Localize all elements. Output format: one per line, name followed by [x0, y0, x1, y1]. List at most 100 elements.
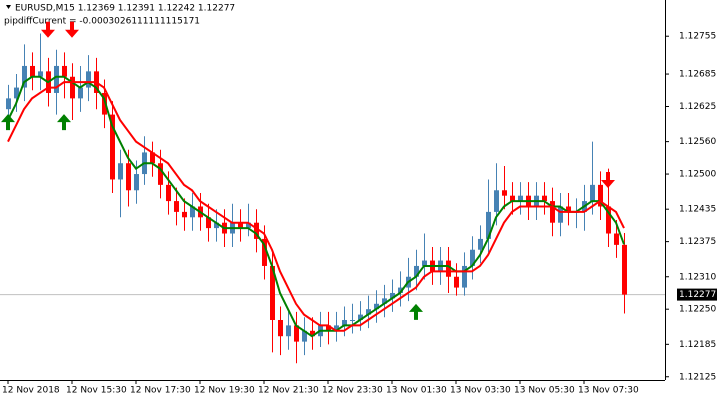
candle-body — [470, 249, 475, 266]
candle-body — [446, 260, 451, 277]
candle-body — [62, 65, 67, 77]
candle-body — [14, 87, 19, 99]
y-tick-label: 1.12250 — [679, 305, 716, 315]
up-arrow — [1, 114, 15, 131]
candle-body — [174, 201, 179, 212]
candle-body — [478, 238, 483, 250]
candle-body — [334, 325, 339, 331]
candle-body — [54, 65, 59, 93]
candle-body — [30, 65, 35, 77]
symbol-icon — [6, 5, 11, 9]
candle-body — [558, 206, 563, 223]
ma-line — [7, 81, 625, 332]
candle-body — [462, 265, 467, 288]
candle-body — [342, 320, 347, 326]
candle-body — [238, 222, 243, 229]
candle-body — [598, 184, 603, 207]
y-tick-label: 1.12125 — [679, 372, 716, 382]
candle-body — [398, 287, 403, 293]
candle-body — [310, 330, 315, 337]
candle-body — [254, 222, 259, 239]
candle-body — [38, 71, 43, 77]
x-tick-label: 13 Nov 05:30 — [514, 386, 575, 396]
x-tick-label: 12 Nov 2018 — [2, 386, 60, 396]
candle-body — [510, 195, 515, 202]
y-tick-label: 1.12755 — [679, 32, 716, 42]
candle-body — [118, 163, 123, 180]
chart-subtitle: pipdiffCurrent = -0.0003026111111115171 — [4, 17, 200, 27]
x-tick-label: 12 Nov 21:30 — [258, 386, 319, 396]
x-tick-label: 13 Nov 07:30 — [578, 386, 639, 396]
candle-body — [382, 298, 387, 304]
candle-body — [542, 195, 547, 202]
candle-body — [502, 190, 507, 196]
y-tick-label: 1.12500 — [679, 170, 716, 180]
y-tick-label: 1.12560 — [679, 137, 716, 147]
candle-body — [590, 184, 595, 202]
candle-body — [606, 206, 611, 234]
candle-body — [374, 303, 379, 310]
candle-body — [262, 238, 267, 266]
candle-body — [190, 206, 195, 218]
candle-body — [414, 265, 419, 277]
x-tick-label: 12 Nov 15:30 — [66, 386, 127, 396]
candle-body — [206, 217, 211, 229]
candle-body — [286, 325, 291, 337]
candle-body — [454, 276, 459, 288]
candle-body — [486, 211, 491, 239]
candle-body — [102, 92, 107, 115]
up-arrow — [57, 114, 71, 131]
down-arrow — [41, 21, 55, 38]
current-price-box — [677, 288, 717, 301]
candle-body — [302, 330, 307, 342]
y-tick-label: 1.12685 — [679, 70, 716, 80]
candle-body — [134, 174, 139, 191]
y-tick-label: 1.12435 — [679, 205, 716, 215]
candle-body — [246, 222, 251, 229]
candle-body — [6, 98, 11, 110]
y-tick-label: 1.12185 — [679, 340, 716, 350]
chart-title: EURUSD,M15 1.12369 1.12391 1.12242 1.122… — [15, 4, 235, 14]
candle-body — [150, 152, 155, 164]
x-tick-label: 13 Nov 03:30 — [450, 386, 511, 396]
down-arrow — [65, 21, 79, 38]
candle-body — [270, 265, 275, 320]
candle-body — [422, 260, 427, 266]
candle-body — [358, 314, 363, 320]
ma-line — [7, 75, 625, 338]
candle-body — [110, 114, 115, 180]
current-price-label: 1.12277 — [679, 290, 716, 300]
candle-body — [622, 244, 627, 295]
candle-body — [86, 71, 91, 88]
candle-body — [166, 184, 171, 202]
candle-body — [494, 190, 499, 212]
y-tick-label: 1.12625 — [679, 102, 716, 112]
up-arrow — [409, 303, 423, 320]
candle-body — [350, 320, 355, 321]
x-tick-label: 13 Nov 01:30 — [386, 386, 447, 396]
candle-body — [278, 320, 283, 337]
candle-body — [214, 222, 219, 229]
candle-body — [22, 65, 27, 88]
candle-body — [366, 309, 371, 315]
candle-body — [550, 201, 555, 223]
x-tick-label: 12 Nov 23:30 — [322, 386, 383, 396]
candle-body — [294, 325, 299, 342]
candle-body — [182, 211, 187, 218]
candle-body — [566, 206, 571, 212]
candle-body — [614, 233, 619, 245]
y-tick-label: 1.12375 — [679, 237, 716, 247]
candle-body — [326, 325, 331, 331]
candle-body — [518, 195, 523, 202]
candle-body — [390, 292, 395, 299]
x-tick-label: 12 Nov 19:30 — [194, 386, 255, 396]
candle-body — [70, 76, 75, 99]
candle-body — [78, 87, 83, 99]
down-arrow — [601, 172, 615, 188]
x-tick-label: 12 Nov 17:30 — [130, 386, 191, 396]
y-tick-label: 1.12310 — [679, 272, 716, 282]
candle-body — [158, 163, 163, 185]
candle-body — [126, 163, 131, 191]
